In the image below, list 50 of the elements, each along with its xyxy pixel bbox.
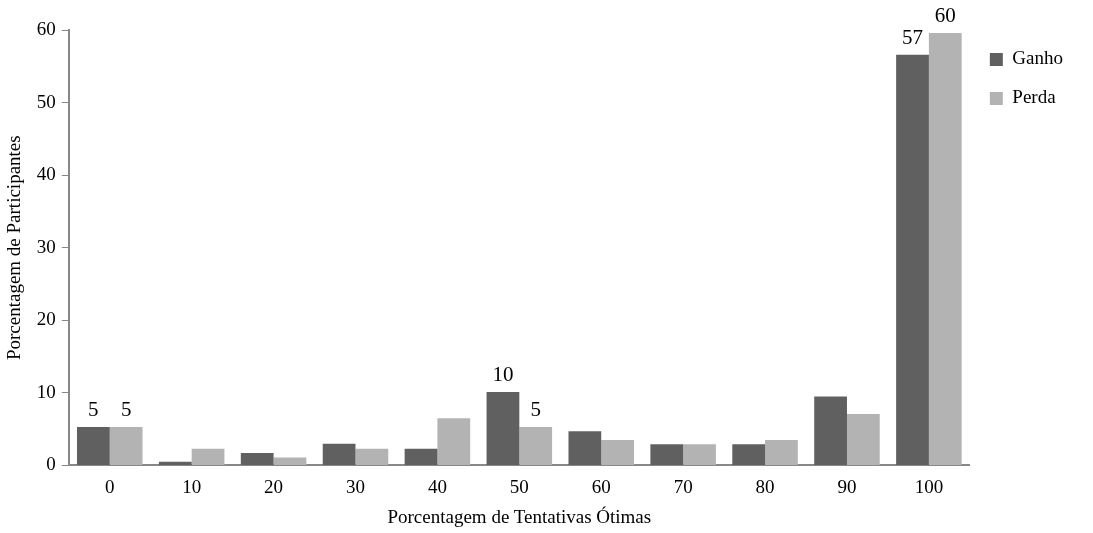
bar (732, 444, 766, 465)
x-tick-label: 0 (105, 475, 115, 497)
bar (76, 426, 110, 465)
bar (437, 418, 471, 465)
x-tick-label: 70 (673, 475, 693, 497)
bar (814, 396, 847, 465)
y-tick-label: 20 (36, 308, 56, 330)
x-tick-label: 60 (591, 475, 611, 497)
bar (765, 440, 798, 465)
bar (568, 431, 602, 465)
bar (601, 440, 634, 465)
y-tick-label: 40 (36, 163, 56, 185)
data-label: 60 (934, 2, 956, 27)
x-tick-label: 10 (182, 475, 202, 497)
y-tick-label: 50 (36, 90, 56, 112)
bar (928, 32, 962, 465)
bar (273, 457, 307, 465)
legend-label: Perda (1012, 86, 1057, 108)
bar (650, 444, 684, 465)
y-tick-label: 0 (46, 453, 56, 475)
bar (683, 444, 716, 465)
data-label: 5 (530, 396, 541, 421)
bar (322, 443, 356, 465)
x-tick-label: 20 (264, 475, 284, 497)
y-tick-label: 30 (36, 235, 56, 257)
x-tick-label: 50 (509, 475, 529, 497)
data-label: 10 (492, 362, 514, 387)
bar (355, 448, 389, 465)
data-label: 5 (120, 396, 132, 421)
bar (896, 54, 929, 465)
bar (846, 413, 880, 465)
data-label: 57 (902, 24, 924, 49)
x-tick-label: 100 (914, 475, 944, 497)
bar (486, 392, 520, 465)
bar (191, 448, 225, 465)
y-tick-label: 10 (36, 380, 56, 402)
bar (519, 426, 553, 465)
bar (109, 426, 143, 465)
bar (240, 453, 274, 465)
x-tick-label: 40 (427, 475, 447, 497)
bar (158, 461, 192, 465)
y-tick-label: 60 (36, 17, 56, 39)
x-tick-label: 30 (346, 475, 365, 497)
x-axis-title: Porcentagem de Tentativas Ótimas (387, 505, 652, 527)
bar (404, 448, 438, 465)
legend-label: Ganho (1012, 47, 1063, 69)
x-tick-label: 80 (755, 475, 775, 497)
x-tick-label: 90 (837, 475, 857, 497)
data-label: 5 (88, 396, 99, 421)
y-axis-title: Porcentagem de Participantes (3, 135, 25, 361)
